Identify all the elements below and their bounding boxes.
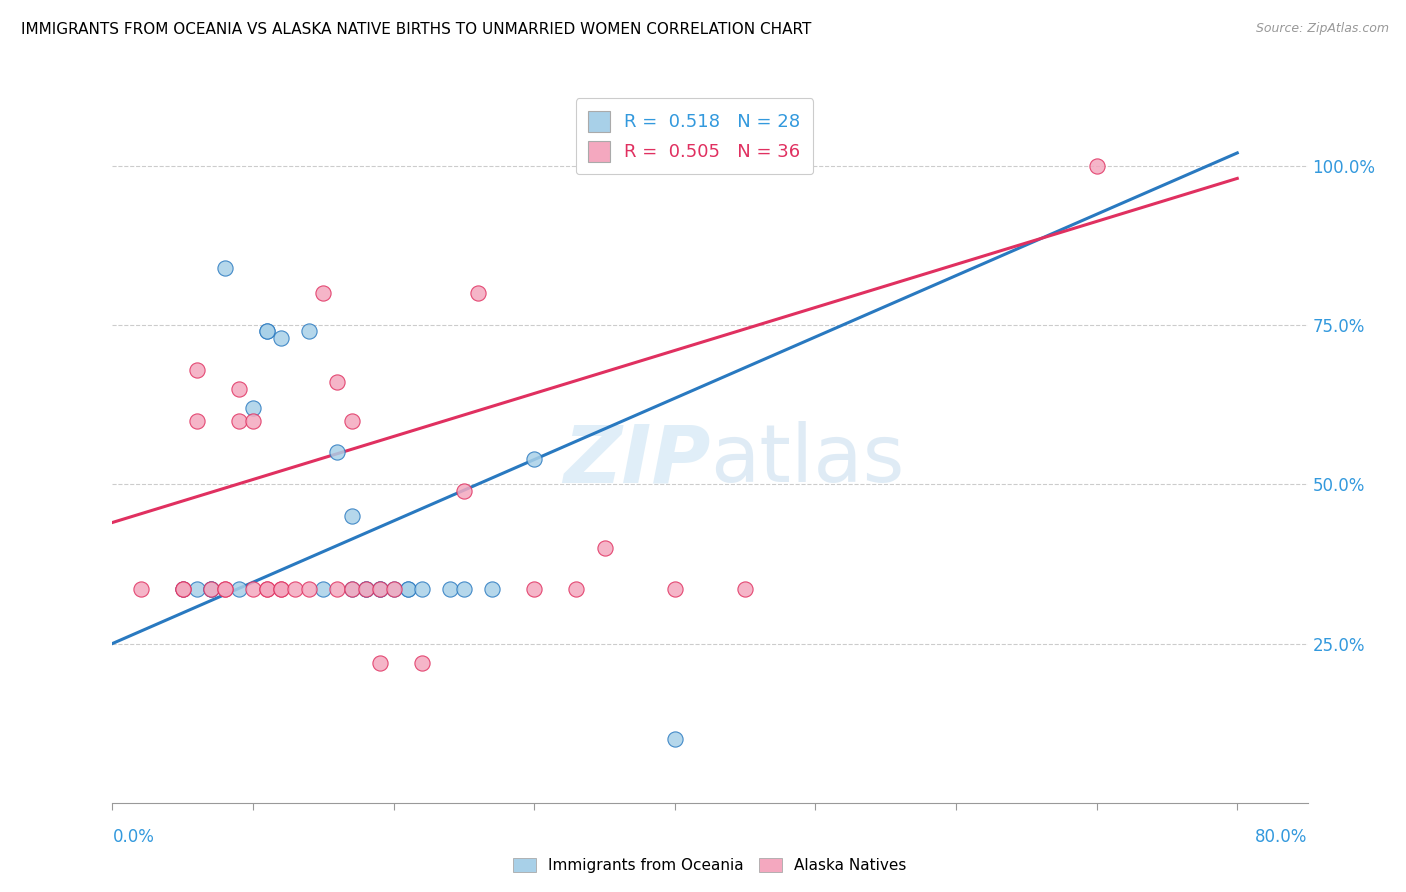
Point: [396, 582, 419, 597]
Point: [228, 382, 250, 396]
Point: [453, 582, 475, 597]
Text: IMMIGRANTS FROM OCEANIA VS ALASKA NATIVE BIRTHS TO UNMARRIED WOMEN CORRELATION C: IMMIGRANTS FROM OCEANIA VS ALASKA NATIVE…: [21, 22, 811, 37]
Point: [481, 582, 503, 597]
Point: [734, 582, 756, 597]
Point: [298, 324, 321, 338]
Point: [200, 582, 222, 597]
Point: [256, 582, 278, 597]
Point: [270, 582, 292, 597]
Point: [340, 582, 363, 597]
Point: [214, 260, 236, 275]
Point: [242, 582, 264, 597]
Text: 80.0%: 80.0%: [1256, 828, 1308, 846]
Point: [368, 656, 391, 670]
Point: [186, 362, 208, 376]
Point: [186, 413, 208, 427]
Point: [200, 582, 222, 597]
Point: [172, 582, 194, 597]
Point: [664, 732, 686, 747]
Point: [411, 582, 433, 597]
Point: [270, 582, 292, 597]
Point: [453, 483, 475, 498]
Point: [340, 509, 363, 524]
Point: [256, 582, 278, 597]
Point: [523, 451, 546, 466]
Point: [284, 582, 307, 597]
Point: [467, 286, 489, 301]
Point: [256, 324, 278, 338]
Point: [368, 582, 391, 597]
Point: [256, 324, 278, 338]
Point: [382, 582, 405, 597]
Text: ZIP: ZIP: [562, 421, 710, 500]
Legend: Immigrants from Oceania, Alaska Natives: Immigrants from Oceania, Alaska Natives: [506, 850, 914, 880]
Point: [593, 541, 616, 555]
Point: [382, 582, 405, 597]
Point: [411, 656, 433, 670]
Point: [242, 401, 264, 415]
Point: [340, 582, 363, 597]
Point: [214, 582, 236, 597]
Point: [368, 582, 391, 597]
Point: [326, 445, 349, 459]
Text: atlas: atlas: [710, 421, 904, 500]
Point: [298, 582, 321, 597]
Point: [523, 582, 546, 597]
Point: [354, 582, 377, 597]
Point: [565, 582, 588, 597]
Point: [214, 582, 236, 597]
Point: [172, 582, 194, 597]
Point: [354, 582, 377, 597]
Point: [340, 413, 363, 427]
Point: [242, 413, 264, 427]
Text: Source: ZipAtlas.com: Source: ZipAtlas.com: [1256, 22, 1389, 36]
Point: [326, 376, 349, 390]
Point: [200, 582, 222, 597]
Point: [129, 582, 152, 597]
Point: [396, 582, 419, 597]
Point: [326, 582, 349, 597]
Text: 0.0%: 0.0%: [112, 828, 155, 846]
Point: [1085, 159, 1108, 173]
Point: [228, 413, 250, 427]
Point: [439, 582, 461, 597]
Point: [664, 582, 686, 597]
Point: [312, 582, 335, 597]
Point: [172, 582, 194, 597]
Point: [270, 331, 292, 345]
Point: [354, 582, 377, 597]
Point: [312, 286, 335, 301]
Point: [186, 582, 208, 597]
Point: [368, 582, 391, 597]
Point: [228, 582, 250, 597]
